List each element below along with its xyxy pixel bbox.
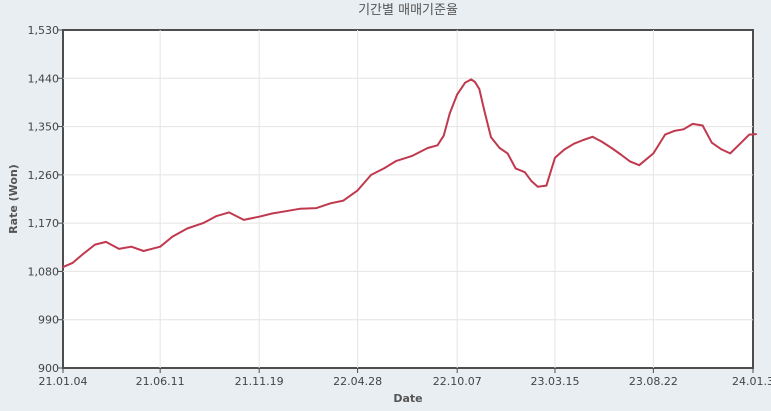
x-tick-label: 21.06.11	[136, 375, 185, 388]
y-tick-label: 1,170	[28, 217, 60, 230]
data-point	[739, 143, 741, 145]
data-point	[437, 144, 439, 146]
data-point	[554, 157, 556, 159]
data-point	[673, 130, 675, 132]
data-point	[449, 112, 451, 114]
x-axis-label: Date	[393, 392, 422, 405]
y-axis-label: Rate (Won)	[7, 164, 20, 234]
x-tick-label: 22.10.07	[433, 375, 482, 388]
data-point	[653, 153, 655, 155]
data-point	[592, 136, 594, 138]
data-point	[664, 134, 666, 136]
data-point	[692, 123, 694, 125]
data-point	[620, 154, 622, 156]
data-point	[130, 246, 132, 248]
data-point	[330, 202, 332, 204]
data-point	[748, 134, 750, 136]
data-point	[202, 222, 204, 224]
data-point	[94, 244, 96, 246]
data-point	[499, 147, 501, 149]
data-point	[464, 82, 466, 84]
data-point	[601, 141, 603, 143]
data-point	[357, 190, 359, 192]
data-point	[243, 219, 245, 221]
x-tick-label: 21.11.19	[235, 375, 284, 388]
data-point	[258, 216, 260, 218]
data-point	[582, 139, 584, 141]
data-point	[105, 241, 107, 243]
x-tick-label: 24.01.3	[732, 375, 771, 388]
data-point	[443, 135, 445, 137]
data-point	[546, 185, 548, 187]
data-point	[611, 147, 613, 149]
data-point	[524, 171, 526, 173]
data-point	[490, 136, 492, 138]
data-point	[395, 160, 397, 162]
data-point	[537, 186, 539, 188]
data-point	[215, 215, 217, 217]
data-point	[343, 200, 345, 202]
data-point	[159, 246, 161, 248]
data-point	[456, 94, 458, 96]
plot-area	[63, 30, 753, 368]
data-point	[300, 208, 302, 210]
data-point	[118, 248, 120, 250]
data-point	[483, 110, 485, 112]
data-point	[370, 174, 372, 176]
data-point	[573, 143, 575, 145]
y-tick-label: 990	[38, 314, 59, 327]
y-tick-label: 1,080	[28, 265, 60, 278]
data-point	[729, 153, 731, 155]
data-point	[478, 88, 480, 90]
data-point	[228, 212, 230, 214]
y-tick-label: 1,440	[28, 72, 60, 85]
data-point	[411, 155, 413, 157]
data-point	[383, 168, 385, 170]
data-point	[271, 213, 273, 215]
data-point	[72, 262, 74, 264]
data-point	[427, 147, 429, 149]
chart-title: 기간별 매매기준율	[358, 3, 458, 18]
data-point	[143, 250, 145, 252]
y-tick-label: 900	[38, 362, 59, 375]
x-tick-label: 23.08.22	[629, 375, 678, 388]
data-point	[287, 210, 289, 212]
data-point	[82, 253, 84, 255]
data-point	[515, 168, 517, 170]
data-point	[563, 149, 565, 151]
data-point	[531, 180, 533, 182]
x-tick-label: 21.01.04	[39, 375, 88, 388]
x-tick-label: 22.04.28	[333, 375, 382, 388]
y-tick-label: 1,350	[28, 121, 60, 134]
data-point	[507, 153, 509, 155]
y-tick-label: 1,260	[28, 169, 60, 182]
data-point	[629, 161, 631, 163]
data-point	[755, 133, 757, 135]
data-point	[474, 81, 476, 83]
y-tick-label: 1,530	[28, 24, 60, 37]
data-point	[186, 228, 188, 230]
data-point	[702, 125, 704, 127]
x-tick-label: 23.03.15	[530, 375, 579, 388]
data-point	[316, 207, 318, 209]
data-point	[683, 128, 685, 130]
data-point	[172, 236, 174, 238]
data-point	[720, 148, 722, 150]
data-point	[470, 79, 472, 81]
data-point	[711, 142, 713, 144]
data-point	[638, 164, 640, 166]
data-point	[62, 266, 64, 268]
